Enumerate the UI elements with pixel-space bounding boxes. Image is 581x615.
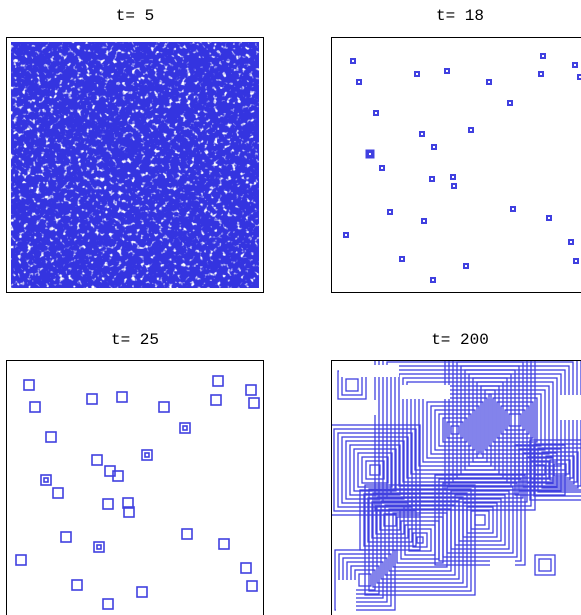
panel-title: t= 18 bbox=[436, 7, 484, 25]
void bbox=[336, 400, 376, 415]
void bbox=[336, 580, 356, 615]
panel-2 bbox=[332, 38, 581, 293]
panel-title: t= 25 bbox=[111, 331, 159, 349]
void bbox=[339, 365, 399, 377]
panel-1 bbox=[7, 38, 264, 293]
void bbox=[560, 395, 581, 420]
panel-title: t= 5 bbox=[116, 7, 154, 25]
panel-title: t= 200 bbox=[431, 331, 489, 349]
void bbox=[490, 560, 515, 610]
page: t= 5 t= 18 t= 25 t= 200 (() => { const d… bbox=[0, 0, 581, 615]
void bbox=[400, 385, 450, 399]
void bbox=[525, 580, 581, 615]
panel-3 bbox=[7, 361, 264, 615]
domains bbox=[330, 350, 581, 615]
panel-4 bbox=[330, 350, 581, 615]
figure: t= 5 t= 18 t= 25 t= 200 bbox=[0, 0, 581, 615]
